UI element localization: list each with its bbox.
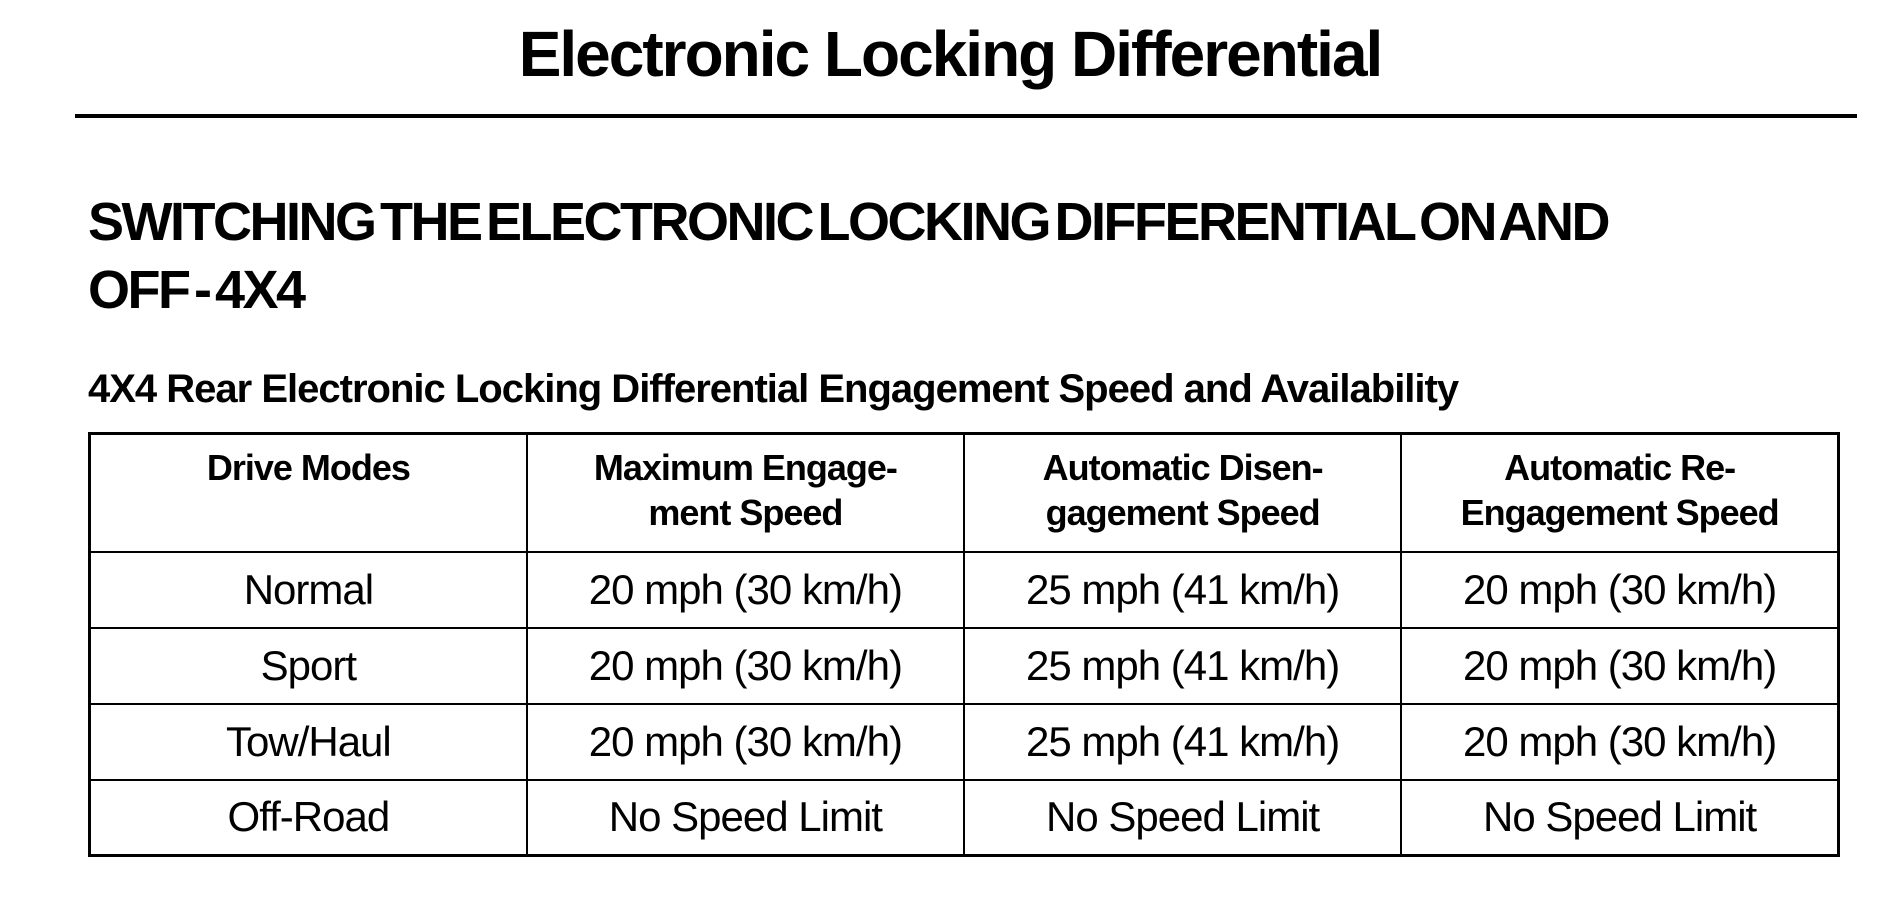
- title-divider: [75, 114, 1857, 118]
- column-header-line: Engagement Speed: [1460, 492, 1780, 533]
- table-row-normal: Normal 20 mph (30 km/h) 25 mph (41 km/h)…: [88, 550, 1840, 629]
- section-heading-line: OFF - 4X4: [88, 260, 306, 320]
- cell-max-engagement-speed: No Speed Limit: [525, 778, 966, 857]
- table-caption: 4X4 Rear Electronic Locking Differential…: [88, 367, 1459, 411]
- section-heading: SWITCHING THE ELECTRONIC LOCKING DIFFERE…: [88, 188, 1860, 324]
- table-row: Drive Modes Maximum Engage- ment Speed A…: [88, 432, 1840, 553]
- column-header-line: Automatic Disen-: [1042, 447, 1324, 488]
- cell-auto-disengagement-speed: No Speed Limit: [962, 778, 1403, 857]
- table-body: Normal 20 mph (30 km/h) 25 mph (41 km/h)…: [88, 550, 1840, 857]
- column-header-max-engagement: Maximum Engage- ment Speed: [525, 432, 966, 553]
- cell-auto-re-engagement-speed: No Speed Limit: [1400, 778, 1840, 857]
- cell-drive-mode: Tow/Haul: [88, 702, 528, 781]
- column-header-line: gagement Speed: [1045, 492, 1321, 533]
- cell-drive-mode: Sport: [88, 626, 528, 705]
- page-title: Electronic Locking Differential: [518, 18, 1384, 90]
- table-row-sport: Sport 20 mph (30 km/h) 25 mph (41 km/h) …: [88, 626, 1840, 705]
- section-heading-line: SWITCHING THE ELECTRONIC LOCKING DIFFERE…: [88, 192, 1610, 252]
- table-header-row: Drive Modes Maximum Engage- ment Speed A…: [88, 432, 1840, 553]
- column-header-auto-re-engagement: Automatic Re- Engagement Speed: [1400, 432, 1840, 553]
- cell-auto-disengagement-speed: 25 mph (41 km/h): [962, 702, 1403, 781]
- column-header-auto-disengagement: Automatic Disen- gagement Speed: [962, 432, 1403, 553]
- column-header-line: Automatic Re-: [1504, 447, 1736, 488]
- cell-auto-disengagement-speed: 25 mph (41 km/h): [962, 626, 1403, 705]
- column-header-drive-modes: Drive Modes: [88, 432, 528, 553]
- manual-page: Electronic Locking Differential SWITCHIN…: [0, 16, 1900, 900]
- cell-drive-mode: Normal: [88, 550, 528, 629]
- cell-max-engagement-speed: 20 mph (30 km/h): [525, 550, 966, 629]
- cell-max-engagement-speed: 20 mph (30 km/h): [525, 626, 966, 705]
- cell-auto-re-engagement-speed: 20 mph (30 km/h): [1400, 550, 1840, 629]
- page-content: SWITCHING THE ELECTRONIC LOCKING DIFFERE…: [88, 188, 1860, 857]
- table-row-off-road: Off-Road No Speed Limit No Speed Limit N…: [88, 778, 1840, 857]
- column-header-line: Maximum Engage-: [593, 447, 898, 488]
- cell-max-engagement-speed: 20 mph (30 km/h): [525, 702, 966, 781]
- cell-auto-disengagement-speed: 25 mph (41 km/h): [962, 550, 1403, 629]
- table-row-tow-haul: Tow/Haul 20 mph (30 km/h) 25 mph (41 km/…: [88, 702, 1840, 781]
- cell-auto-re-engagement-speed: 20 mph (30 km/h): [1400, 702, 1840, 781]
- cell-drive-mode: Off-Road: [88, 778, 528, 857]
- column-header-line: ment Speed: [648, 492, 843, 533]
- cell-auto-re-engagement-speed: 20 mph (30 km/h): [1400, 626, 1840, 705]
- engagement-speed-table: Drive Modes Maximum Engage- ment Speed A…: [88, 432, 1840, 857]
- column-header-line: Drive Modes: [206, 447, 411, 488]
